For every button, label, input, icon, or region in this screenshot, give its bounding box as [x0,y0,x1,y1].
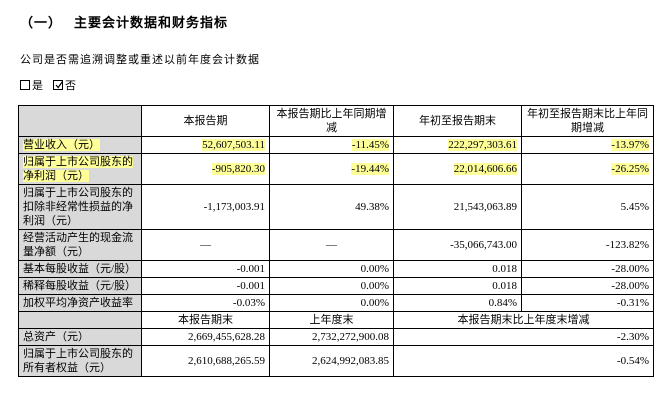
checkbox-no-group: 否 [53,77,76,93]
row-label: 稀释每股收益（元/股） [18,277,142,295]
header-end-of-period: 本报告期末 [141,311,270,329]
cell-value: 0.018 [393,260,522,278]
cell-value: -28.00% [521,277,654,295]
row-label: 加权平均净资产收益率 [18,294,142,312]
header-empty-cell [18,105,142,137]
cell-value: -2.30% [393,328,654,346]
row-label: 基本每股收益（元/股） [18,260,142,278]
cell-value: -0.001 [141,260,270,278]
header-current-period: 本报告期 [141,105,270,137]
cell-value: -0.54% [393,345,654,377]
table-row-net-profit: 归属于上市公司股东的净利润（元） -905,820.30 -19.44% 22,… [18,153,654,185]
table-row-operating-cash-flow: 经营活动产生的现金流量净额（元） — — -35,066,743.00 -123… [18,229,654,261]
cell-value: -28.00% [521,260,654,278]
key-financial-indicators-table: 本报告期 本报告期比上年同期增减 年初至报告期末 年初至报告期末比上年同期增减 … [18,105,654,377]
cell-value: -35,066,743.00 [393,229,522,261]
cell-value: 52,607,503.11 [141,136,270,154]
row-label: 经营活动产生的现金流量净额（元） [18,229,142,261]
cell-value: 2,610,688,265.59 [141,345,270,377]
cell-value: -26.25% [521,153,654,185]
table-row-weighted-avg-roe: 加权平均净资产收益率 -0.03% 0.00% 0.84% -0.31% [18,294,654,312]
header-end-of-prior-year: 上年度末 [269,311,394,329]
cell-value: -905,820.30 [141,153,270,185]
cell-value: -1,173,003.91 [141,184,270,230]
row-label: 营业收入（元） [18,136,142,154]
table-row-diluted-eps: 稀释每股收益（元/股） -0.001 0.00% 0.018 -28.00% [18,277,654,295]
restatement-question: 公司是否需追溯调整或重述以前年度会计数据 [20,54,260,66]
section-title-text: 主要会计数据和财务指标 [74,15,229,30]
table-row-operating-revenue: 营业收入（元） 52,607,503.11 -11.45% 222,297,30… [18,136,654,154]
cell-value: -0.03% [141,294,270,312]
header-empty-cell [18,311,142,329]
checkbox-no-label: 否 [65,80,76,92]
header-year-to-date: 年初至报告期末 [393,105,522,137]
table-row-owners-equity: 归属于上市公司股东的所有者权益（元） 2,610,688,265.59 2,62… [18,345,654,377]
table-header-row-period-end: 本报告期末 上年度末 本报告期末比上年度末增减 [18,311,654,329]
checkbox-yes-label: 是 [32,80,43,92]
restatement-answer: 是 否 [20,77,653,93]
row-label: 归属于上市公司股东的扣除非经常性损益的净利润（元） [18,184,142,230]
unchecked-box-icon [20,80,30,90]
cell-value: -19.44% [269,153,394,185]
cell-value: 0.00% [269,260,394,278]
cell-value: 0.018 [393,277,522,295]
cell-value: — [269,229,394,261]
cell-value: -11.45% [269,136,394,154]
header-current-period-yoy: 本报告期比上年同期增减 [269,105,394,137]
cell-value: -0.001 [141,277,270,295]
check-icon [55,81,63,89]
row-label: 总资产（元） [18,328,142,346]
cell-value: 0.84% [393,294,522,312]
cell-value: 0.00% [269,277,394,295]
section-title: （一） 主要会计数据和财务指标 [20,12,653,31]
cell-value: 49.38% [269,184,394,230]
table-row-basic-eps: 基本每股收益（元/股） -0.001 0.00% 0.018 -28.00% [18,260,654,278]
cell-value: -13.97% [521,136,654,154]
checkbox-yes-group: 是 [20,77,43,93]
row-label: 归属于上市公司股东的净利润（元） [18,153,142,185]
cell-value: — [141,229,270,261]
cell-value: 222,297,303.61 [393,136,522,154]
cell-value: -0.31% [521,294,654,312]
cell-value: 2,624,992,083.85 [269,345,394,377]
cell-value: 5.45% [521,184,654,230]
table-row-total-assets: 总资产（元） 2,669,455,628.28 2,732,272,900.08… [18,328,654,346]
checked-box-icon [53,80,63,90]
cell-value: 0.00% [269,294,394,312]
report-page: （一） 主要会计数据和财务指标 公司是否需追溯调整或重述以前年度会计数据 是 否 … [18,12,654,377]
header-period-end-change: 本报告期末比上年度末增减 [393,311,654,329]
table-header-row-period: 本报告期 本报告期比上年同期增减 年初至报告期末 年初至报告期末比上年同期增减 [18,105,654,137]
cell-value: 2,669,455,628.28 [141,328,270,346]
cell-value: -123.82% [521,229,654,261]
cell-value: 2,732,272,900.08 [269,328,394,346]
table-row-net-profit-excl-nonrecurring: 归属于上市公司股东的扣除非经常性损益的净利润（元） -1,173,003.91 … [18,184,654,230]
cell-value: 21,543,063.89 [393,184,522,230]
row-label: 归属于上市公司股东的所有者权益（元） [18,345,142,377]
header-year-to-date-yoy: 年初至报告期末比上年同期增减 [521,105,654,137]
cell-value: 22,014,606.66 [393,153,522,185]
section-number: （一） [20,15,63,30]
